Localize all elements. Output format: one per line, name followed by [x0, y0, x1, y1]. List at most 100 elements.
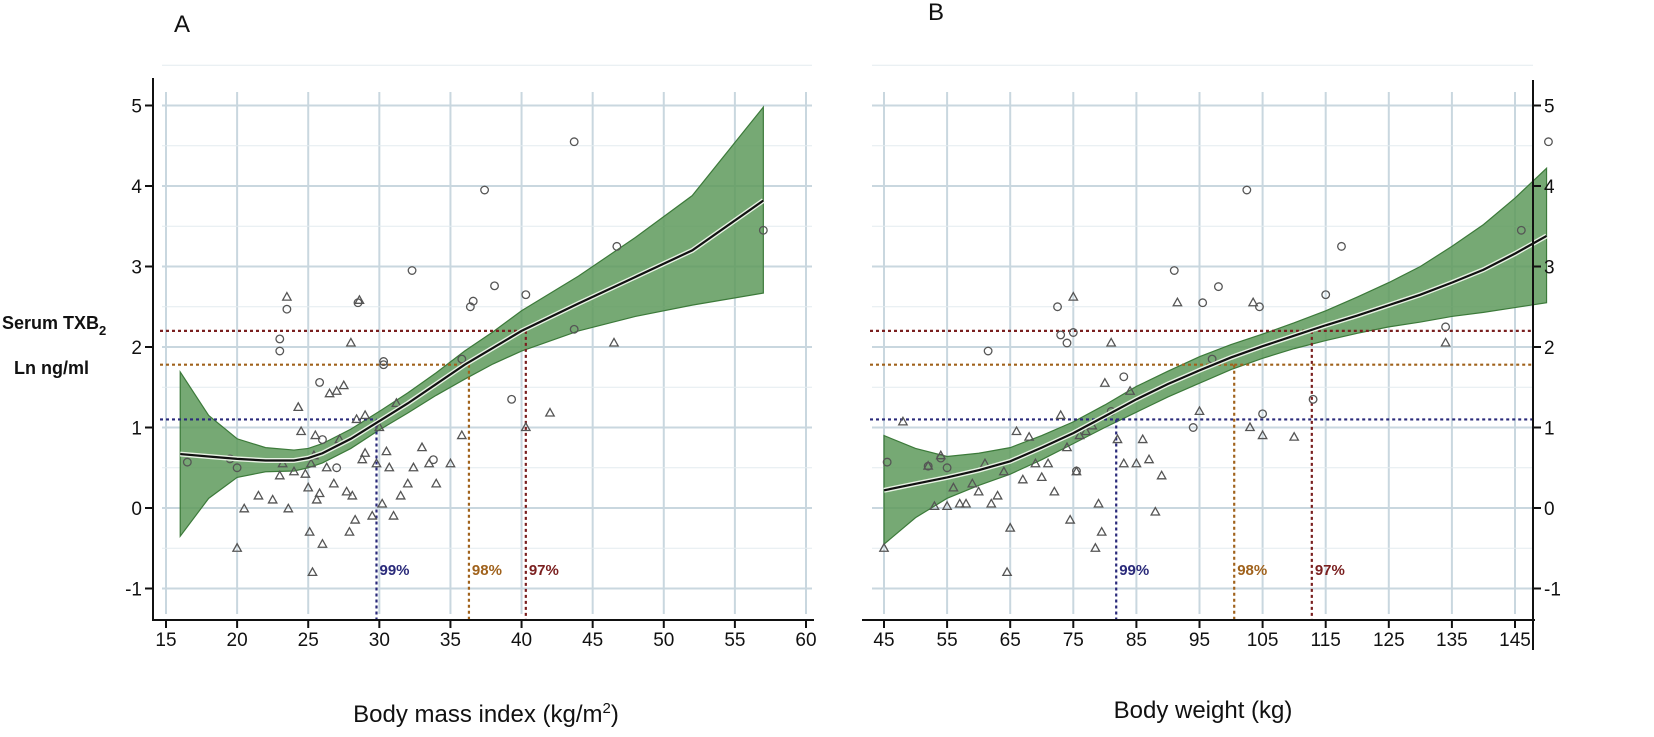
triangle-point — [374, 421, 385, 432]
triangle-point — [354, 294, 365, 304]
triangle-point — [292, 401, 304, 412]
triangle-point — [430, 478, 442, 488]
y-tick-label: 4 — [131, 177, 142, 198]
circle-point — [1321, 290, 1331, 300]
triangle-point — [307, 566, 318, 577]
x-tick-label: 95 — [1189, 630, 1210, 651]
triangle-point — [1194, 405, 1205, 416]
circle-point — [1068, 328, 1078, 337]
threshold-label-99%: 99% — [379, 562, 409, 579]
circle-point — [1188, 423, 1198, 432]
x-axis-title-end: ) — [611, 701, 619, 728]
circle-point — [612, 241, 622, 251]
triangle-point — [1257, 429, 1268, 440]
triangle-point — [1042, 457, 1054, 468]
circle-point — [1119, 372, 1129, 382]
triangle-point — [456, 429, 468, 440]
x-axis-title-text: Body mass index (kg/m — [353, 701, 602, 728]
triangle-point — [929, 500, 940, 511]
circle-point — [480, 185, 490, 195]
triangle-point — [253, 490, 264, 500]
triangle-point — [300, 468, 311, 478]
confidence-band — [179, 105, 764, 538]
triangle-point — [1011, 425, 1022, 436]
x-tick-label: 25 — [298, 630, 319, 651]
triangle-point — [1061, 441, 1073, 452]
panel-a-chart: 99% 98% 97%15 20 25 30 35 40 45 50 55 60-1012345Bod… — [125, 64, 817, 728]
triangle-point — [992, 490, 1003, 500]
x-axis-title: Body mass index (kg/m2) — [353, 700, 619, 728]
triangle-point — [376, 498, 388, 508]
triangle-point — [985, 498, 997, 508]
x-tick-label: 20 — [227, 630, 248, 651]
triangle-point — [383, 461, 395, 472]
grid-lines — [872, 64, 1533, 614]
triangle-point — [1137, 433, 1149, 444]
y-tick-label: -1 — [1544, 580, 1561, 601]
panel-b-label: B — [928, 0, 944, 26]
x-tick-label: 65 — [1000, 630, 1021, 651]
circle-point — [490, 281, 499, 291]
triangle-point — [608, 337, 620, 347]
y-tick-label: 0 — [131, 499, 142, 520]
triangle-point — [317, 538, 328, 548]
triangle-point — [238, 502, 250, 513]
y-axis-title-line2: Ln ng/ml — [14, 358, 89, 378]
y-axis-title-line1: Serum TXB2 — [2, 313, 106, 338]
x-tick-label: 45 — [873, 630, 894, 651]
triangle-point — [388, 510, 399, 520]
y-tick-label: 2 — [131, 338, 142, 359]
triangle-point — [1150, 506, 1161, 516]
triangle-point — [1244, 421, 1256, 432]
circle-point — [1337, 241, 1346, 251]
triangle-point — [1093, 498, 1104, 508]
threshold-label-97%: 97% — [1315, 562, 1345, 579]
threshold-label-99%: 99% — [1119, 562, 1149, 579]
triangle-point — [366, 510, 378, 520]
circle-point — [317, 435, 327, 445]
data-points — [182, 137, 768, 577]
circle-point — [1242, 185, 1252, 195]
triangle-point — [1071, 465, 1082, 476]
x-tick-label: 125 — [1373, 630, 1405, 651]
circle-point — [1053, 302, 1062, 312]
triangle-point — [231, 542, 243, 552]
triangle-point — [935, 449, 947, 460]
x-tick-label: 35 — [440, 630, 461, 651]
triangle-point — [1030, 457, 1041, 468]
circle-point — [569, 324, 579, 334]
x-tick-label: 75 — [1063, 630, 1084, 651]
triangle-point — [1049, 486, 1060, 496]
x-tick-label: 40 — [511, 630, 532, 651]
triangle-point — [408, 461, 419, 472]
x-tick-label: 85 — [1126, 630, 1147, 651]
triangle-point — [314, 487, 325, 498]
circle-point — [275, 346, 285, 356]
triangle-point — [1105, 337, 1117, 347]
triangle-point — [344, 526, 355, 536]
circle-point — [232, 463, 242, 473]
panel-b-chart: 99% 98% 97%45 55 65 75 85 95 105 115 125 135 145-101… — [862, 64, 1561, 724]
fit-line — [883, 234, 1548, 492]
triangle-point — [1118, 457, 1130, 468]
circle-point — [1198, 298, 1208, 308]
triangle-point — [1247, 296, 1259, 307]
circle-point — [882, 457, 892, 467]
x-tick-label: 115 — [1311, 630, 1341, 651]
circle-point — [758, 225, 768, 235]
circle-point — [468, 296, 478, 306]
triangle-point — [423, 457, 435, 468]
y-tick-label: 0 — [1544, 499, 1555, 520]
triangle-point — [371, 457, 382, 468]
x-axis-title: Body weight (kg) — [1114, 697, 1293, 724]
circle-point — [942, 463, 952, 473]
triangle-point — [1064, 514, 1076, 524]
x-axis-title-sup: 2 — [603, 700, 611, 717]
x-tick-label: 105 — [1247, 630, 1279, 651]
triangle-point — [338, 379, 350, 390]
triangle-point — [321, 461, 333, 472]
triangle-point — [1036, 471, 1048, 482]
triangle-point — [349, 514, 361, 524]
circle-point — [569, 137, 579, 147]
